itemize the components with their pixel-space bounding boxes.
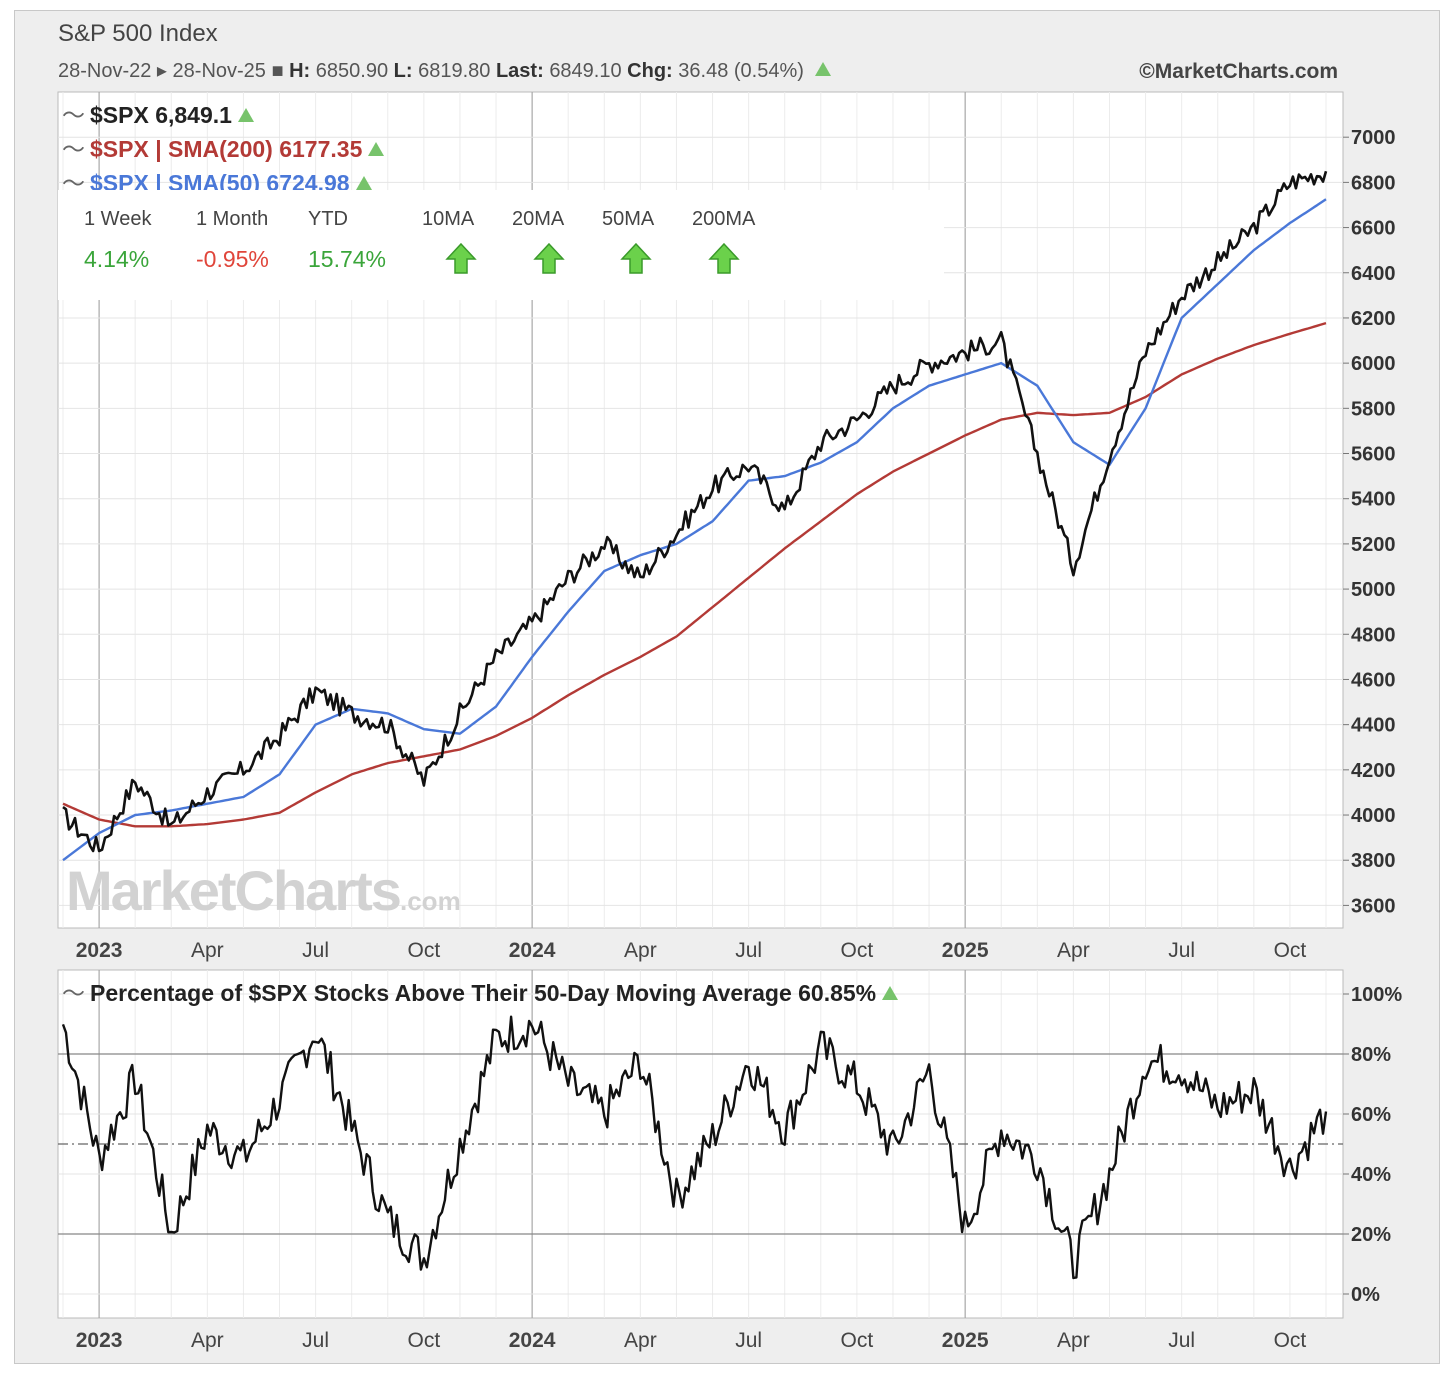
legend-price: 〜 $SPX 6,849.1 xyxy=(62,96,254,130)
x-tick-label: 2025 xyxy=(942,1329,989,1352)
y-tick-label: 6600 xyxy=(1351,218,1396,240)
x-tick-label: Jul xyxy=(302,1329,329,1352)
up-arrow-icon xyxy=(620,242,652,274)
y-tick-label: 4000 xyxy=(1351,805,1396,827)
performance-box: 1 Week 1 Month YTD 10MA 20MA 50MA 200MA … xyxy=(58,190,944,300)
watermark-suffix: .com xyxy=(400,886,461,916)
breadth-line xyxy=(61,1015,1328,1280)
x-tick-label: Apr xyxy=(624,939,657,962)
perf-value-ytd: 15.74% xyxy=(308,246,387,272)
y-tick-label: 7000 xyxy=(1351,127,1396,149)
y-tick-label: 6000 xyxy=(1351,353,1396,375)
y-tick-label: 6400 xyxy=(1351,263,1396,285)
line-series-icon: 〜 xyxy=(62,170,85,196)
y-tick-label: 40% xyxy=(1351,1164,1391,1186)
x-tick-label: 2024 xyxy=(509,1329,556,1352)
x-tick-label: Apr xyxy=(1057,939,1090,962)
high-value: 6850.90 xyxy=(315,60,389,82)
y-tick-label: 5600 xyxy=(1351,444,1396,466)
perf-header-50ma: 50MA xyxy=(602,208,655,230)
y-tick-label: 3600 xyxy=(1351,895,1396,917)
y-tick-label: 6800 xyxy=(1351,172,1396,194)
x-tick-label: Oct xyxy=(1274,1329,1307,1352)
watermark-logo: MarketCharts xyxy=(66,859,400,922)
sma200-line xyxy=(62,321,1327,828)
legend-sma200: 〜 $SPX | SMA(200) 6177.35 xyxy=(62,130,385,164)
x-tick-label: Oct xyxy=(841,939,874,962)
x-tick-label: Jul xyxy=(302,939,329,962)
lower-panel-legend: 〜 Percentage of $SPX Stocks Above Their 5… xyxy=(62,974,899,1008)
lower-panel-title: Percentage of $SPX Stocks Above Their 50… xyxy=(90,980,877,1006)
high-label: H: xyxy=(289,60,311,82)
low-value: 6819.80 xyxy=(418,60,491,82)
y-tick-label: 20% xyxy=(1351,1224,1391,1246)
y-tick-label: 4800 xyxy=(1351,624,1396,646)
chg-label: Chg: xyxy=(627,60,673,82)
x-tick-label: Apr xyxy=(624,1329,657,1352)
line-series-icon: 〜 xyxy=(62,980,85,1006)
x-tick-label: Jul xyxy=(1168,1329,1195,1352)
perf-header-1month: 1 Month xyxy=(196,208,269,230)
x-tick-label: Jul xyxy=(735,939,762,962)
perf-header-200ma: 200MA xyxy=(692,208,756,230)
chg-value: 36.48 (0.54%) xyxy=(678,60,804,82)
perf-header-20ma: 20MA xyxy=(512,208,565,230)
y-tick-label: 100% xyxy=(1351,984,1402,1006)
up-triangle-icon xyxy=(815,62,832,76)
up-triangle-icon xyxy=(368,142,385,156)
x-tick-label: Apr xyxy=(191,1329,224,1352)
perf-header-1week: 1 Week xyxy=(84,208,152,230)
y-tick-label: 3800 xyxy=(1351,850,1396,872)
quote-info-line: 28-Nov-22 ▸ 28-Nov-25 ■ H: 6850.90 L: 68… xyxy=(58,58,832,83)
x-tick-label: Apr xyxy=(1057,1329,1090,1352)
x-tick-label: 2024 xyxy=(509,939,556,962)
low-label: L: xyxy=(393,60,413,82)
perf-value-1week: 4.14% xyxy=(84,246,150,272)
x-tick-label: Jul xyxy=(1168,939,1195,962)
y-tick-label: 5000 xyxy=(1351,579,1396,601)
y-tick-label: 80% xyxy=(1351,1044,1391,1066)
up-triangle-icon xyxy=(237,108,254,122)
y-tick-label: 0% xyxy=(1351,1284,1380,1306)
x-tick-label: 2025 xyxy=(942,939,989,962)
legend-sma200-label: $SPX | SMA(200) 6177.35 xyxy=(90,136,363,162)
y-tick-label: 5800 xyxy=(1351,398,1396,420)
x-tick-label: Oct xyxy=(408,1329,441,1352)
x-tick-label: Apr xyxy=(191,939,224,962)
legend-price-label: $SPX 6,849.1 xyxy=(90,102,232,128)
sma50-line xyxy=(62,198,1327,862)
perf-header-ytd: YTD xyxy=(308,208,348,230)
last-value: 6849.10 xyxy=(549,60,622,82)
up-arrow-icon xyxy=(708,242,740,274)
x-tick-label: Oct xyxy=(1274,939,1307,962)
x-tick-label: Jul xyxy=(735,1329,762,1352)
y-tick-label: 5200 xyxy=(1351,534,1396,556)
last-label: Last: xyxy=(495,60,544,82)
up-arrow-icon xyxy=(445,242,477,274)
perf-header-10ma: 10MA xyxy=(422,208,475,230)
line-series-icon: 〜 xyxy=(62,102,85,128)
x-tick-label: Oct xyxy=(841,1329,874,1352)
y-tick-label: 5400 xyxy=(1351,489,1396,511)
chart-title: S&P 500 Index xyxy=(58,20,218,47)
y-tick-label: 60% xyxy=(1351,1104,1391,1126)
y-tick-label: 4600 xyxy=(1351,669,1396,691)
x-tick-label: 2023 xyxy=(76,1329,123,1352)
y-tick-label: 4400 xyxy=(1351,715,1396,737)
up-triangle-icon xyxy=(355,176,372,190)
perf-value-1month: -0.95% xyxy=(196,246,269,272)
line-series-icon: 〜 xyxy=(62,136,85,162)
price-line xyxy=(62,170,1328,853)
credit-text: ©MarketCharts.com xyxy=(1139,60,1338,83)
x-tick-label: Oct xyxy=(408,939,441,962)
up-triangle-icon xyxy=(882,986,899,1000)
up-arrow-icon xyxy=(533,242,565,274)
date-range: 28-Nov-22 ▸ 28-Nov-25 ■ xyxy=(58,60,284,82)
y-tick-label: 6200 xyxy=(1351,308,1396,330)
x-tick-label: 2023 xyxy=(76,939,123,962)
y-tick-label: 4200 xyxy=(1351,760,1396,782)
